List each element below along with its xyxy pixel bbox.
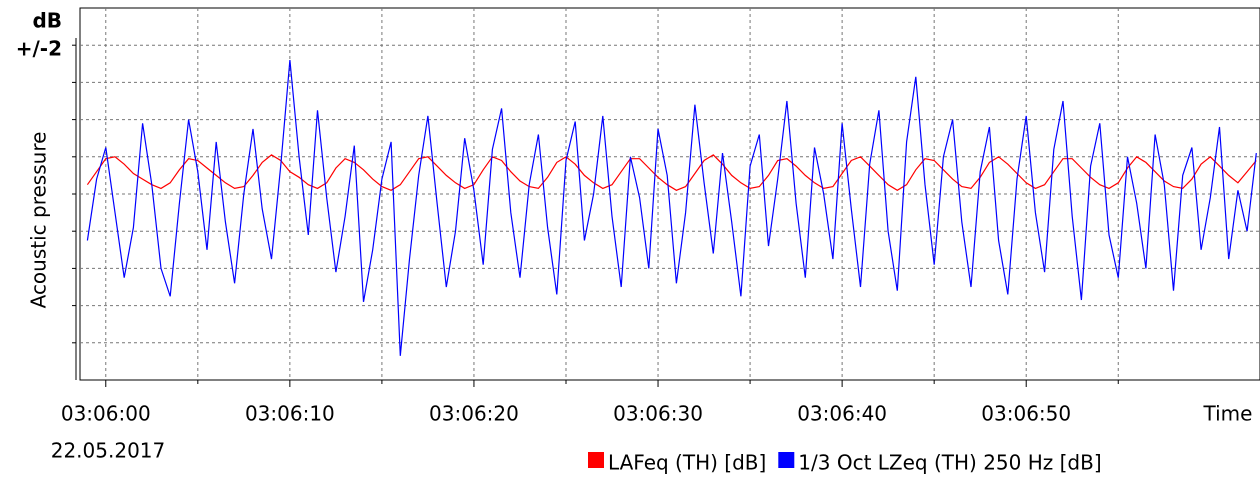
date-label: 22.05.2017 (51, 439, 166, 463)
series-line (86, 60, 1257, 356)
x-tick-label: 03:06:10 (245, 402, 335, 426)
x-tick-label: 03:06:40 (797, 402, 887, 426)
legend-swatch (778, 452, 795, 468)
legend: LAFeq (TH) [dB] 1/3 Oct LZeq (TH) 250 Hz … (588, 451, 1102, 475)
x-tick-label: 03:06:00 (61, 402, 151, 426)
series-line (86, 154, 1257, 192)
legend-swatch (588, 452, 604, 468)
y-scale: +/-2 (16, 37, 62, 61)
x-tick-label: 03:06:20 (429, 402, 519, 426)
x-tick-label: 03:06:30 (613, 402, 703, 426)
y-label: Acoustic pressure (27, 132, 51, 309)
legend-label: LAFeq (TH) [dB] (608, 451, 766, 475)
y-unit: dB (32, 9, 62, 33)
legend-label: 1/3 Oct LZeq (TH) 250 Hz [dB] (798, 451, 1101, 475)
x-tick-label: 03:06:50 (981, 402, 1071, 426)
x-label: Time (1203, 402, 1253, 426)
